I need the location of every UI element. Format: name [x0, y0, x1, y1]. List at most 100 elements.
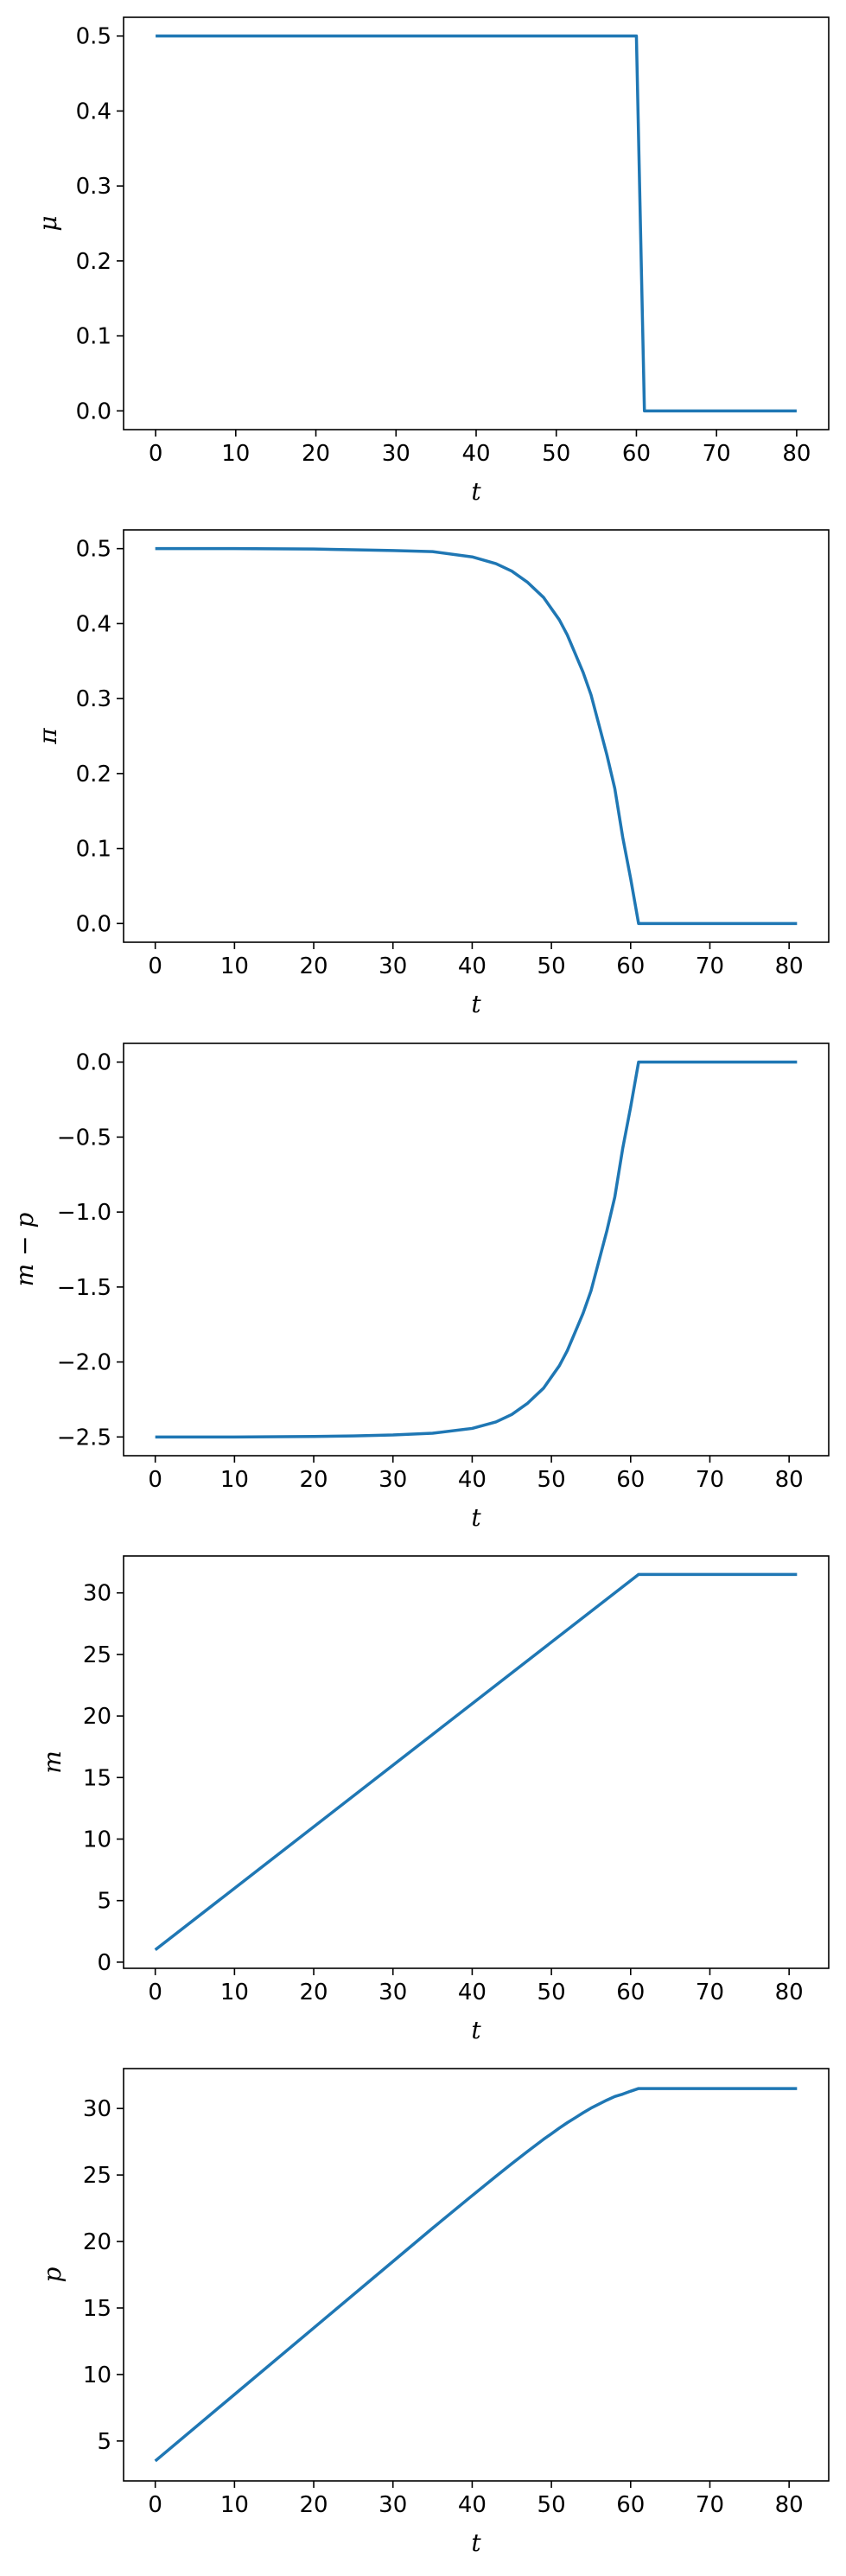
- x-tick-label: 0: [148, 1980, 162, 2005]
- plot-frame: [123, 2068, 830, 2482]
- x-tick-label: 10: [220, 1980, 249, 2005]
- y-tick-label: 0.5: [76, 24, 111, 50]
- x-tick-label: 70: [696, 2492, 724, 2518]
- x-tick-label: 30: [382, 441, 410, 467]
- y-tick-label: 25: [83, 1642, 111, 1668]
- y-tick-label: 0.0: [76, 1050, 111, 1076]
- plot-marks: 0 10 20 30 40 50 60 70 80 5 10 15 20 25 30: [83, 2087, 804, 2518]
- subplot-mu: 0 10 20 30 40 50 60 70 80 0.0 0.1 0.2 0.3 0.4 0.5 t μ: [34, 16, 830, 506]
- x-tick-label: 30: [378, 1980, 407, 2005]
- series-line-0: [156, 34, 797, 413]
- plot-frame: [123, 529, 830, 943]
- x-tick-label: 40: [458, 1980, 487, 2005]
- plot-marks: 0 10 20 30 40 50 60 70 80 0.0 0.1 0.2 0.3 0.4 0.5: [76, 537, 804, 979]
- plot-frame: [123, 1555, 830, 1969]
- x-tick-label: 40: [458, 1467, 487, 1493]
- y-tick-label: 10: [83, 1827, 111, 1852]
- x-tick-label: 30: [378, 953, 407, 979]
- x-tick-label: 50: [537, 1467, 566, 1493]
- x-tick-label: 0: [148, 953, 162, 979]
- y-tick-label: 0.5: [76, 537, 111, 563]
- x-tick-label: 80: [782, 441, 811, 467]
- y-axis-label: μ: [34, 215, 62, 231]
- x-axis-label: t: [471, 2528, 481, 2557]
- x-tick-label: 20: [302, 441, 330, 467]
- plot-marks: 0 10 20 30 40 50 60 70 80 0 5 10 15 20 25 30: [83, 1572, 804, 2005]
- y-tick-label: 10: [83, 2362, 111, 2388]
- x-tick-label: 50: [542, 441, 570, 467]
- x-tick-label: 60: [616, 2492, 645, 2518]
- y-tick-label: 0.3: [76, 174, 111, 200]
- y-tick-label: 30: [83, 1581, 111, 1607]
- y-tick-label: 0.4: [76, 99, 111, 124]
- x-tick-label: 20: [299, 953, 328, 979]
- x-tick-label: 50: [537, 953, 566, 979]
- subplot-pi: 0 10 20 30 40 50 60 70 80 0.0 0.1 0.2 0.3 0.4 0.5 t π: [34, 529, 830, 1018]
- x-tick-label: 60: [622, 441, 651, 467]
- plot-marks: 0 10 20 30 40 50 60 70 80 −2.5 −2.0 −1.5 −1.0 −0.5 0.0: [57, 1050, 804, 1493]
- y-tick-label: 30: [83, 2096, 111, 2122]
- x-tick-label: 20: [299, 1467, 328, 1493]
- x-tick-label: 70: [703, 441, 731, 467]
- y-tick-label: 25: [83, 2163, 111, 2189]
- y-axis-label: p: [38, 2267, 67, 2282]
- y-tick-label: 0.2: [76, 249, 111, 275]
- x-tick-label: 0: [148, 1467, 162, 1493]
- y-tick-label: 0.4: [76, 611, 111, 637]
- y-tick-label: 15: [83, 1765, 111, 1791]
- y-tick-label: 0.3: [76, 686, 111, 712]
- x-axis-label: t: [471, 2016, 481, 2044]
- x-tick-label: 10: [220, 953, 249, 979]
- x-tick-label: 40: [458, 2492, 487, 2518]
- x-tick-label: 40: [458, 953, 487, 979]
- x-tick-label: 50: [537, 1980, 566, 2005]
- y-tick-label: −1.5: [57, 1275, 111, 1301]
- series-line-0: [154, 1572, 798, 1952]
- series-line-0: [155, 546, 798, 926]
- x-tick-label: 10: [220, 2492, 249, 2518]
- y-tick-label: −1.0: [57, 1200, 111, 1226]
- y-tick-label: 0.2: [76, 762, 111, 787]
- y-tick-label: −2.5: [57, 1425, 111, 1451]
- x-tick-label: 10: [221, 441, 250, 467]
- y-tick-label: 0: [97, 1950, 111, 1976]
- subplot-m: 0 10 20 30 40 50 60 70 80 0 5 10 15 20 25 30 t m: [38, 1555, 830, 2044]
- y-tick-label: 20: [83, 2229, 111, 2255]
- plot-frame: [123, 1043, 830, 1457]
- x-tick-label: 70: [696, 953, 724, 979]
- x-tick-label: 0: [149, 441, 163, 467]
- x-tick-label: 30: [378, 1467, 407, 1493]
- x-tick-label: 60: [616, 1980, 645, 2005]
- x-tick-label: 0: [148, 2492, 162, 2518]
- y-tick-label: 0.1: [76, 324, 111, 350]
- subplot-p: 0 10 20 30 40 50 60 70 80 5 10 15 20 25 30 t p: [38, 2068, 830, 2557]
- y-axis-label: m − p: [10, 1213, 39, 1287]
- y-tick-label: 5: [97, 1889, 111, 1915]
- y-axis-label: m: [38, 1750, 67, 1774]
- y-tick-label: −0.5: [57, 1125, 111, 1151]
- y-tick-label: 0.0: [76, 399, 111, 424]
- series-line-0: [154, 2087, 798, 2463]
- x-axis-label: t: [471, 990, 481, 1018]
- x-tick-label: 70: [696, 1980, 724, 2005]
- x-tick-label: 60: [616, 953, 645, 979]
- x-tick-label: 30: [378, 2492, 407, 2518]
- x-tick-label: 10: [220, 1467, 249, 1493]
- subplot-m-minus-p: 0 10 20 30 40 50 60 70 80 −2.5 −2.0 −1.5 −1.0 −0.5 0.0…: [10, 1043, 830, 1532]
- y-tick-label: 5: [97, 2429, 111, 2455]
- plot-marks: 0 10 20 30 40 50 60 70 80 0.0 0.1 0.2 0.3 0.4 0.5: [76, 24, 811, 467]
- x-tick-label: 20: [299, 2492, 328, 2518]
- x-tick-label: 70: [696, 1467, 724, 1493]
- y-tick-label: 15: [83, 2296, 111, 2322]
- y-tick-label: −2.0: [57, 1350, 111, 1376]
- x-axis-label: t: [471, 477, 481, 506]
- x-tick-label: 80: [775, 1467, 804, 1493]
- y-tick-label: 20: [83, 1704, 111, 1730]
- x-tick-label: 40: [461, 441, 490, 467]
- series-line-0: [155, 1060, 798, 1439]
- y-tick-label: 0.0: [76, 911, 111, 937]
- x-tick-label: 80: [775, 2492, 804, 2518]
- y-tick-label: 0.1: [76, 837, 111, 863]
